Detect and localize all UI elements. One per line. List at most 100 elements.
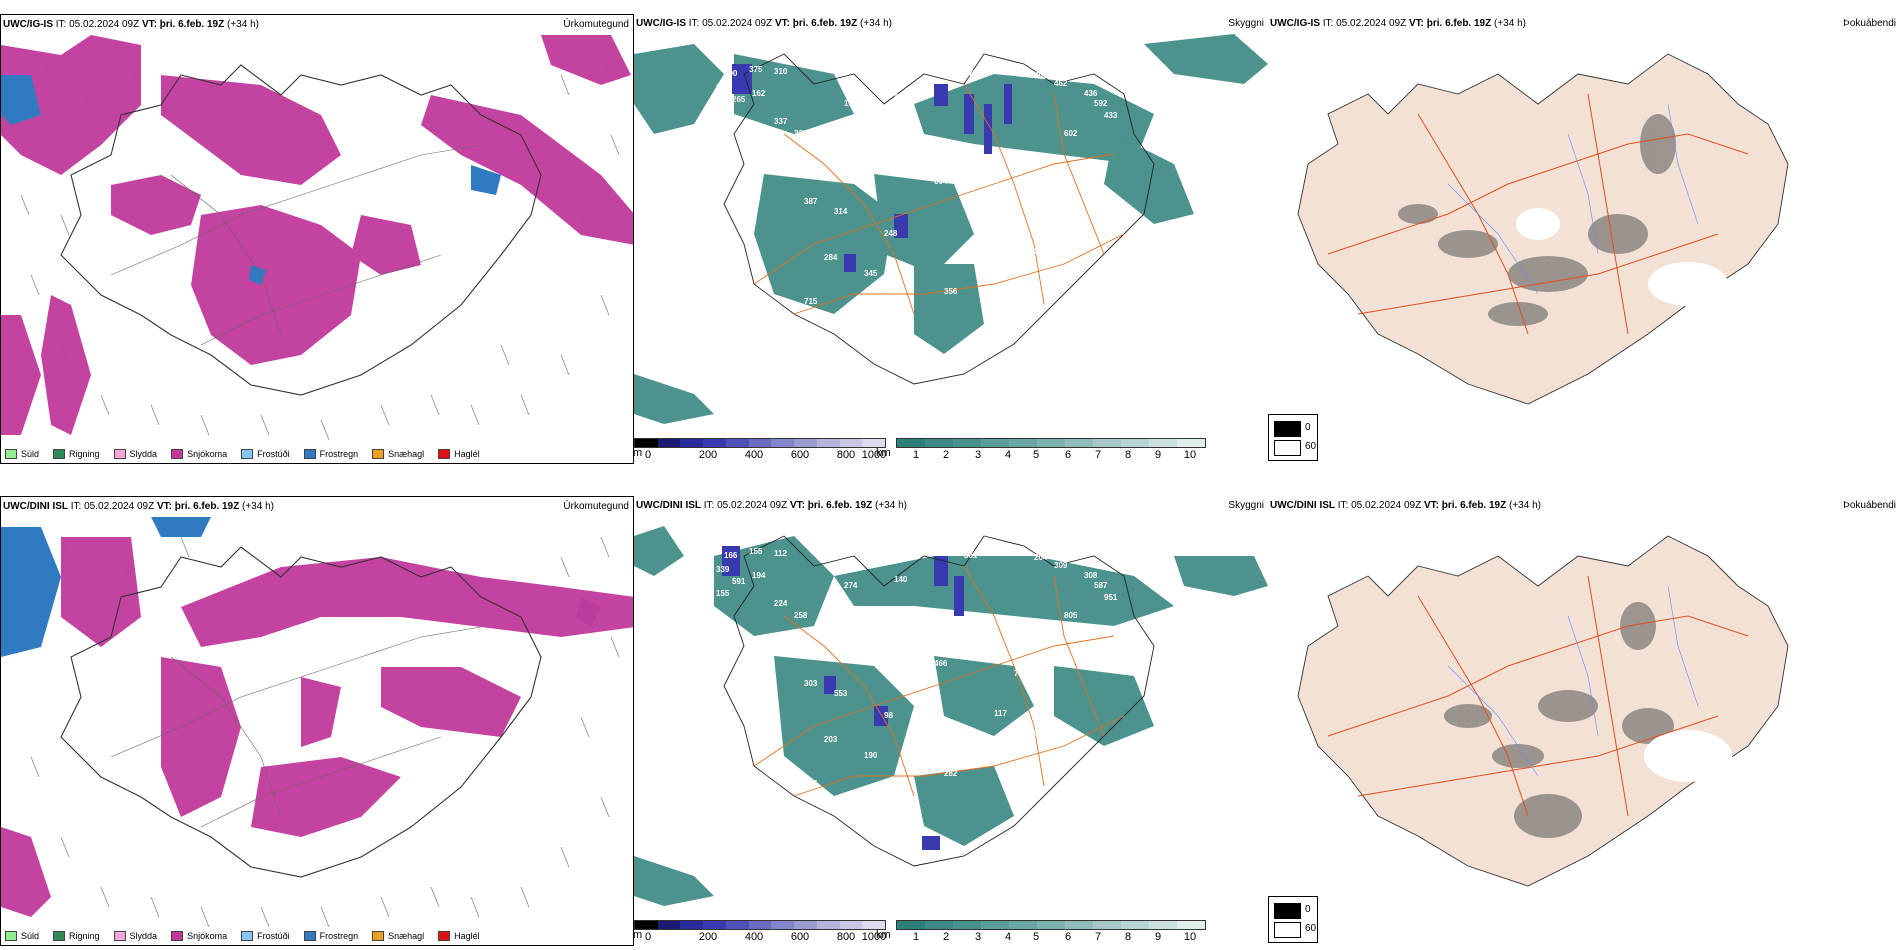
color-step bbox=[1009, 921, 1037, 929]
color-step bbox=[897, 439, 925, 447]
visibility-value-label: 224 bbox=[774, 599, 788, 608]
legend-item: Súld bbox=[5, 449, 39, 459]
visibility-value-label: 166 bbox=[724, 551, 738, 560]
visibility-value-label: 201 bbox=[894, 93, 908, 102]
color-step bbox=[839, 439, 863, 447]
elevation-colorbar: 0 200 400 600 800 1000 m bbox=[634, 438, 887, 461]
color-step bbox=[725, 921, 749, 929]
color-step bbox=[657, 439, 681, 447]
roads bbox=[110, 144, 482, 346]
legend-item: Haglél bbox=[438, 449, 480, 459]
color-step bbox=[1037, 921, 1065, 929]
visibility-value-label: 194 bbox=[752, 571, 766, 580]
fog-indicator-map-bottom: UWC/DINI ISL IT: 05.02.2024 09Z VT: þri.… bbox=[1268, 496, 1900, 946]
visibility-value-label: 202 bbox=[884, 809, 898, 818]
legend-item: Snæhagl bbox=[372, 449, 424, 459]
visibility-value-label: 332 bbox=[794, 129, 808, 138]
visibility-value-label: 314 bbox=[834, 207, 848, 216]
visibility-value-label: 204 bbox=[716, 83, 730, 92]
color-step bbox=[862, 439, 886, 447]
visibility-value-label: 390 bbox=[724, 69, 738, 78]
fog-legend-bottom: 0 60 bbox=[1268, 896, 1318, 943]
color-step bbox=[748, 921, 772, 929]
legend-item: Haglél bbox=[438, 931, 480, 941]
visibility-value-label: 433 bbox=[1104, 111, 1118, 120]
elevation-fields bbox=[722, 546, 964, 850]
visibility-value-label: 274 bbox=[844, 581, 858, 590]
legend-swatch bbox=[372, 449, 385, 459]
panel-title: Úrkomutegund bbox=[563, 19, 629, 30]
visibility-value-label: 155 bbox=[716, 589, 730, 598]
color-step bbox=[748, 439, 772, 447]
colorbar-ticks: 1 2 3 4 5 6 7 8 9 10 bbox=[912, 931, 1197, 943]
visibility-value-label: 587 bbox=[1094, 581, 1108, 590]
color-step bbox=[657, 921, 681, 929]
precip-legend: Súld Rigning Slydda Snjókoma Frostúði Fr… bbox=[5, 449, 480, 459]
visibility-value-label: 466 bbox=[934, 659, 948, 668]
roads bbox=[753, 565, 1125, 797]
visibility-value-label: 155 bbox=[749, 547, 763, 556]
color-step bbox=[1177, 921, 1205, 929]
panel-header: UWC/IG-IS IT: 05.02.2024 09Z VT: þri. 6.… bbox=[636, 18, 892, 29]
legend-item: Snjókoma bbox=[171, 449, 227, 459]
visibility-value-label: 409 bbox=[1034, 71, 1048, 80]
colorbar-bar bbox=[896, 438, 1206, 448]
visibility-value-label: 138 bbox=[894, 839, 908, 848]
visibility-value-label: 71 bbox=[1014, 669, 1023, 678]
color-step bbox=[635, 921, 658, 929]
color-step bbox=[680, 921, 704, 929]
visibility-value-label: 308 bbox=[1084, 571, 1098, 580]
visibility-value-label: 98 bbox=[884, 711, 893, 720]
panel-header: UWC/IG-IS IT: 05.02.2024 09Z VT: þri. 6.… bbox=[3, 19, 259, 30]
legend-item: Súld bbox=[5, 931, 39, 941]
precip-map-svg bbox=[1, 35, 633, 441]
visibility-value-label: 715 bbox=[804, 297, 818, 306]
colorbar-ticks: 1 2 3 4 5 6 7 8 9 10 bbox=[912, 449, 1197, 461]
fog-map-svg bbox=[1297, 535, 1789, 887]
visibility-value-label: 140 bbox=[894, 575, 908, 584]
visibility-value-label: 112 bbox=[774, 549, 787, 558]
legend-swatch bbox=[171, 931, 184, 941]
legend-item: Frostúði bbox=[241, 449, 290, 459]
color-step bbox=[981, 921, 1009, 929]
color-step bbox=[1149, 439, 1177, 447]
color-step bbox=[897, 921, 925, 929]
legend-item: Rigning bbox=[53, 449, 100, 459]
legend-swatch bbox=[53, 449, 66, 459]
legend-item: Snæhagl bbox=[372, 931, 424, 941]
visibility-colorbar: 1 2 3 4 5 6 7 8 9 10 km bbox=[876, 920, 1206, 943]
visibility-value-label: 356 bbox=[944, 287, 958, 296]
colorbar-bar bbox=[634, 438, 886, 448]
visibility-value-label: 258 bbox=[794, 611, 808, 620]
legend-item: Snjókoma bbox=[171, 931, 227, 941]
color-step bbox=[862, 921, 886, 929]
visibility-value-label: 462 bbox=[1054, 79, 1068, 88]
color-step bbox=[925, 921, 953, 929]
visibility-value-label: 174 bbox=[1024, 247, 1038, 256]
colorbar-ticks: 0 200 400 600 800 1000 bbox=[644, 449, 887, 461]
iceland-outline bbox=[60, 546, 542, 878]
visibility-value-label: 310 bbox=[774, 67, 788, 76]
iceland-outline bbox=[60, 64, 542, 396]
color-step bbox=[1093, 921, 1121, 929]
visibility-value-label: 99 bbox=[754, 789, 763, 798]
panel-header: UWC/DINI ISL IT: 05.02.2024 09Z VT: þri.… bbox=[636, 500, 907, 511]
visibility-fields bbox=[634, 34, 1268, 424]
legend-swatch bbox=[5, 449, 17, 459]
colorbar-unit: m bbox=[634, 929, 643, 941]
color-step bbox=[981, 439, 1009, 447]
visibility-value-label: 436 bbox=[1084, 89, 1098, 98]
fog-legend-swatch bbox=[1274, 421, 1301, 437]
visibility-value-label: 361 bbox=[964, 551, 978, 560]
legend-swatch bbox=[438, 931, 451, 941]
visibility-value-label: 204 bbox=[1034, 553, 1048, 562]
visibility-value-label: 694 bbox=[934, 177, 948, 186]
panel-title: Skyggni bbox=[1228, 500, 1264, 511]
roads bbox=[753, 83, 1125, 315]
colorbar-unit: m bbox=[634, 447, 643, 459]
panel-title: Þokuábendi bbox=[1843, 500, 1896, 511]
visibility-value-label: 282 bbox=[944, 769, 958, 778]
precip-legend: Súld Rigning Slydda Snjókoma Frostúði Fr… bbox=[5, 931, 480, 941]
